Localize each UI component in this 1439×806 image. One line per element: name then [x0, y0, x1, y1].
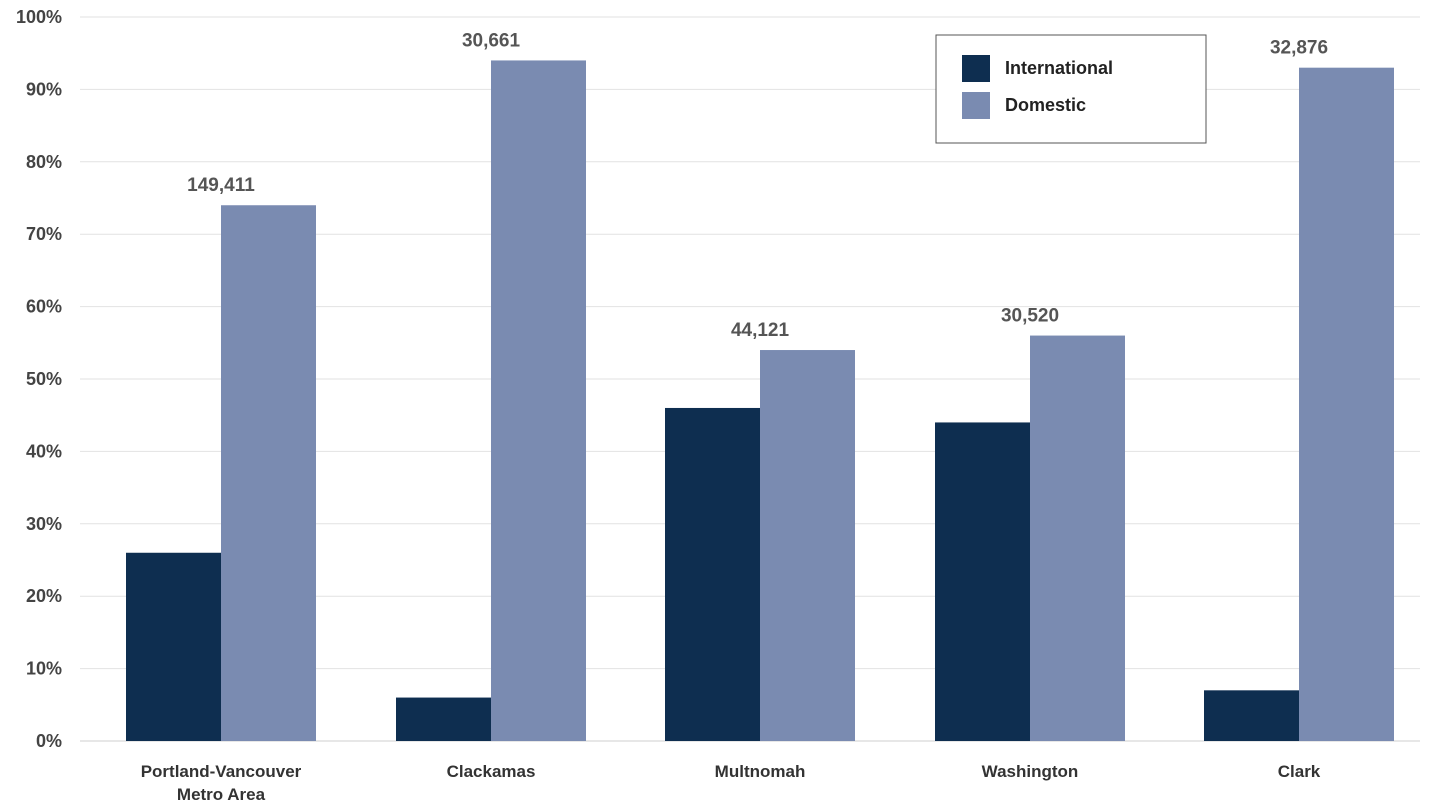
y-tick-label: 90% — [26, 79, 62, 99]
bar-international — [665, 407, 760, 741]
y-tick-label: 80% — [26, 152, 62, 172]
legend-swatch-domestic — [962, 92, 990, 119]
y-tick-label: 100% — [16, 7, 62, 27]
legend-label-international: International — [1005, 58, 1113, 78]
data-label: 30,520 — [1001, 306, 1059, 327]
legend: International Domestic — [935, 34, 1207, 144]
bar-domestic — [221, 205, 316, 742]
x-category-label: Washington — [982, 762, 1079, 781]
y-tick-label: 50% — [26, 369, 62, 389]
y-tick-label: 10% — [26, 659, 62, 679]
x-category-label: Multnomah — [715, 762, 806, 781]
x-category-label: Metro Area — [177, 785, 266, 804]
y-axis-ticks: 0% 10% 20% 30% 40% 50% 60% 70% 80% 90% 100% — [16, 7, 62, 751]
data-label: 32,876 — [1270, 38, 1328, 59]
bar-international — [126, 552, 221, 741]
x-category-label: Clark — [1278, 762, 1321, 781]
y-tick-label: 0% — [36, 731, 62, 751]
data-label: 149,411 — [187, 175, 255, 196]
x-category-label: Clackamas — [447, 762, 536, 781]
bars — [126, 60, 1394, 742]
legend-label-domestic: Domestic — [1005, 95, 1086, 115]
y-tick-label: 40% — [26, 441, 62, 461]
y-tick-label: 60% — [26, 297, 62, 317]
data-labels: 149,411 30,661 44,121 30,520 32,876 — [187, 30, 1328, 341]
bar-international — [396, 697, 491, 741]
bar-domestic — [760, 350, 855, 741]
x-category-label: Portland-Vancouver — [141, 762, 302, 781]
data-label: 44,121 — [731, 320, 790, 341]
bar-international — [935, 422, 1030, 741]
bar-international — [1204, 690, 1299, 741]
bar-domestic — [1030, 335, 1125, 741]
bar-domestic — [491, 60, 586, 741]
y-tick-label: 30% — [26, 514, 62, 534]
x-axis-categories: Portland-Vancouver Metro Area Clackamas Mul… — [141, 762, 1321, 804]
bar-domestic — [1299, 67, 1394, 742]
legend-swatch-international — [962, 55, 990, 82]
data-label: 30,661 — [462, 30, 521, 51]
y-tick-label: 70% — [26, 224, 62, 244]
y-tick-label: 20% — [26, 586, 62, 606]
legend-border — [935, 34, 1207, 144]
